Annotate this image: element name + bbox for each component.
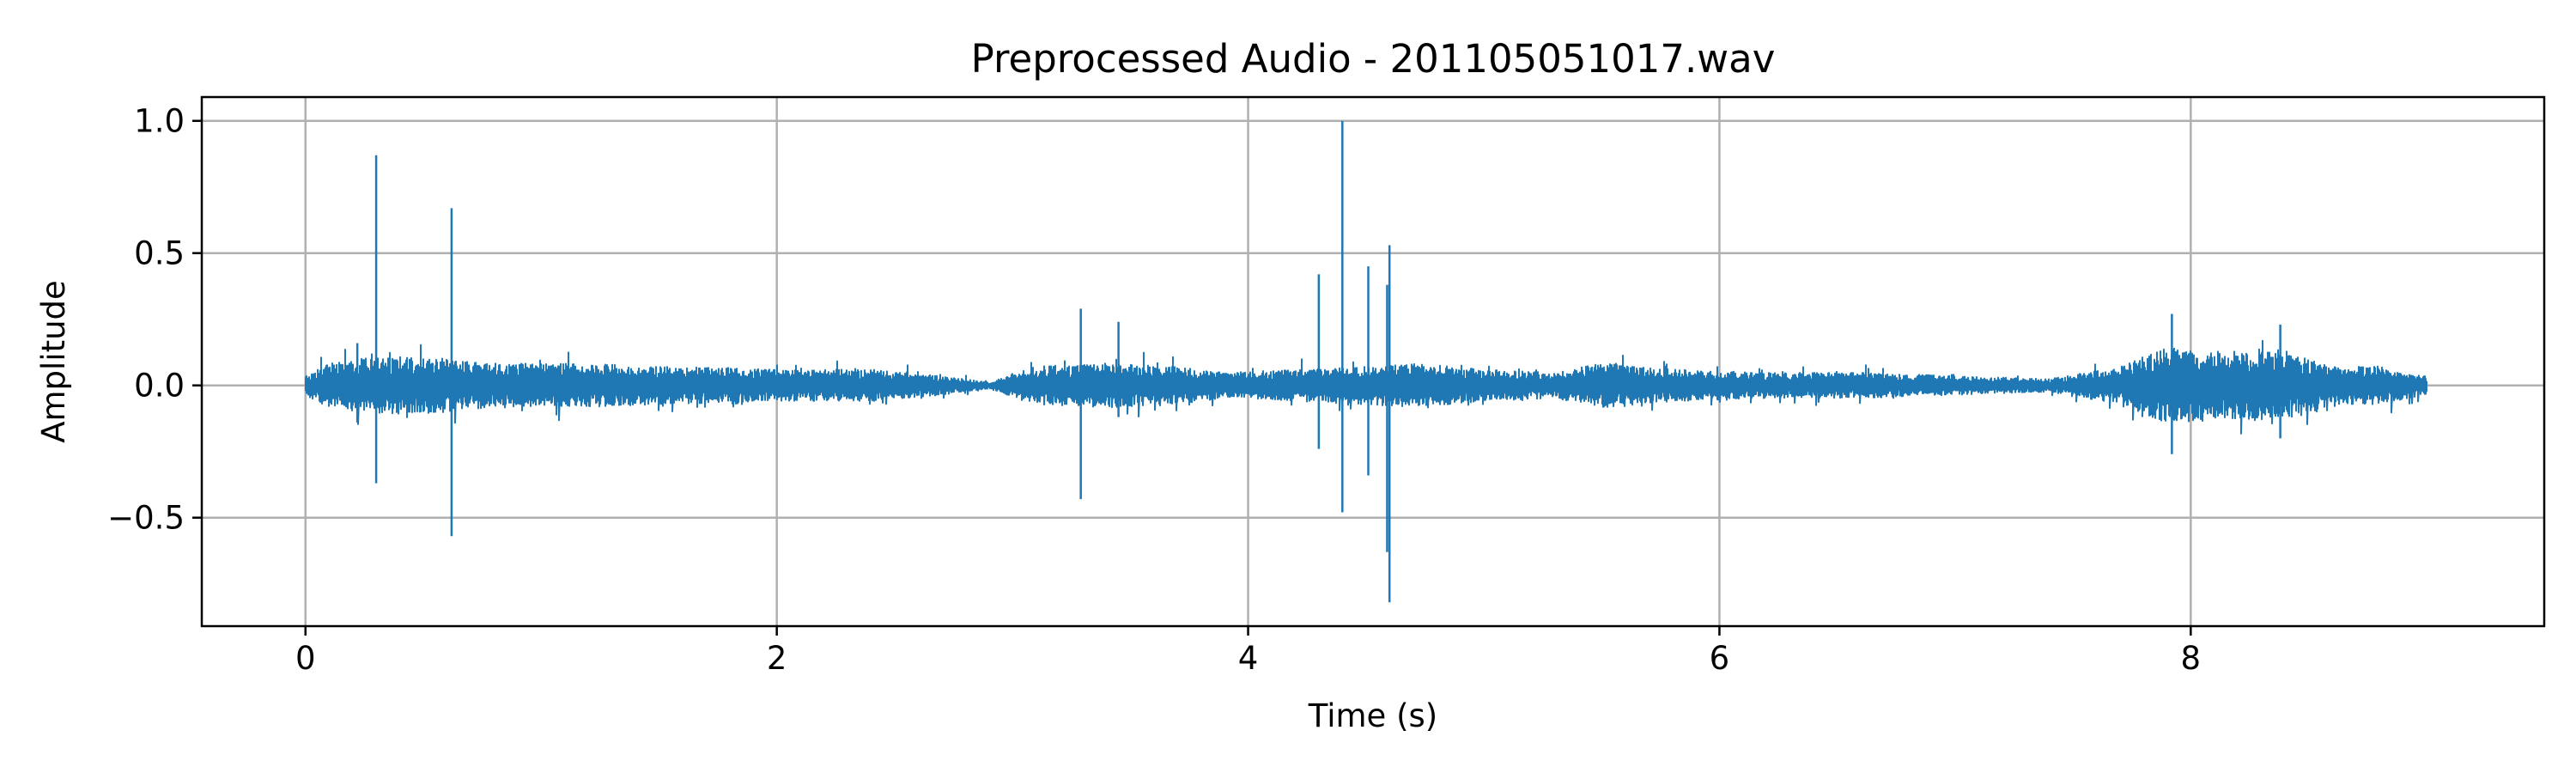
x-tick-label: 2 xyxy=(767,640,787,677)
plot-frame xyxy=(200,95,2546,628)
y-tick-label: 0.5 xyxy=(134,235,185,272)
waveform xyxy=(305,120,2427,603)
y-axis-title: Amplitude xyxy=(35,280,72,443)
x-axis-title: Time (s) xyxy=(1308,697,1437,734)
y-tick-label: 1.0 xyxy=(134,103,185,140)
x-tick-label: 8 xyxy=(2181,640,2202,677)
waveform-line xyxy=(305,339,2427,435)
chart-title: Preprocessed Audio - 201105051017.wav xyxy=(971,36,1776,82)
y-tick-label: 0.0 xyxy=(134,368,185,405)
x-tick-label: 6 xyxy=(1710,640,1730,677)
axis-ticks: 0 2 4 6 8 −0.5 0.0 0.5 1.0 xyxy=(107,103,2201,677)
x-tick-label: 0 xyxy=(295,640,316,677)
y-tick-label: −0.5 xyxy=(107,500,185,537)
x-tick-label: 4 xyxy=(1238,640,1259,677)
